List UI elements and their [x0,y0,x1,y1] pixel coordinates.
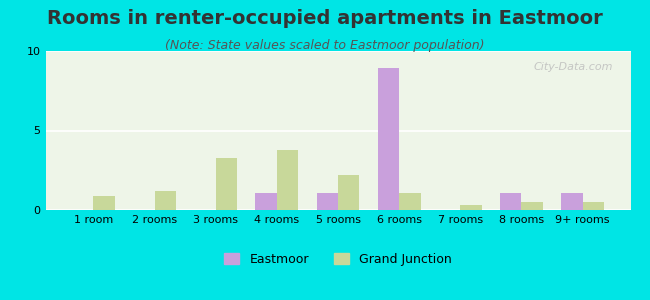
Bar [216,158,237,210]
Bar [521,202,543,210]
Bar [378,68,399,210]
Bar [399,193,421,210]
Bar [582,202,604,210]
Bar [155,191,176,210]
Bar [338,175,359,210]
Text: City-Data.com: City-Data.com [534,62,613,72]
Bar [500,193,521,210]
Bar [460,205,482,210]
Bar [317,193,338,210]
Bar [561,193,582,210]
Bar [94,196,115,210]
Text: (Note: State values scaled to Eastmoor population): (Note: State values scaled to Eastmoor p… [165,39,485,52]
Bar [255,193,277,210]
Legend: Eastmoor, Grand Junction: Eastmoor, Grand Junction [220,248,456,271]
Text: Rooms in renter-occupied apartments in Eastmoor: Rooms in renter-occupied apartments in E… [47,9,603,28]
Bar [277,150,298,210]
